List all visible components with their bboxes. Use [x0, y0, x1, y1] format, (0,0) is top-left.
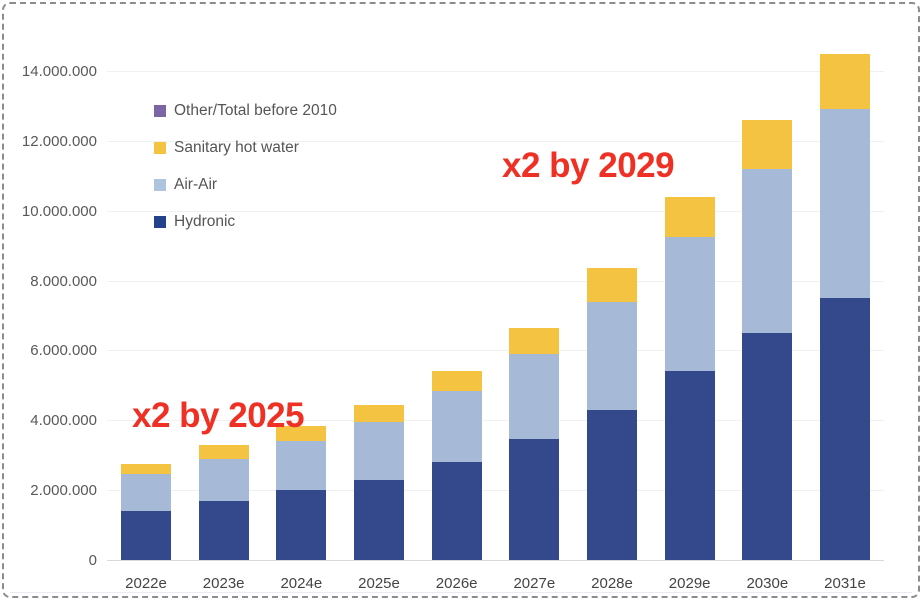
y-axis-tick-label: 4.000.000: [30, 412, 97, 430]
bar-segment-hydronic: [276, 490, 327, 560]
bar-segment-hydronic: [664, 371, 715, 560]
x-axis-label: 2023e: [202, 575, 245, 592]
y-axis-tick-label: 8.000.000: [30, 272, 97, 290]
annotation-x2-by-2029: x2 by 2029: [502, 146, 675, 185]
bar-segment-air-air: [276, 441, 327, 491]
bar-segment-sanitary-hot-water: [664, 196, 715, 237]
y-axis-tick-label: 14.000.000: [21, 63, 97, 80]
chart-legend: Other/Total before 2010 Sanitary hot wate…: [154, 92, 337, 240]
bar-segment-sanitary-hot-water: [431, 371, 482, 391]
bar-segment-sanitary-hot-water: [587, 268, 637, 302]
gridline: [107, 350, 884, 352]
legend-label: Air-Air: [174, 175, 218, 193]
x-axis-label: 2029e: [668, 575, 711, 592]
plot-area: 0 2.000.000 4.000.000 6.000.000 8.000.000 10.…: [4, 4, 922, 600]
gridline: [107, 140, 884, 142]
bar-segment-air-air: [198, 458, 249, 501]
bar-segment-sanitary-hot-water: [742, 119, 793, 169]
legend-swatch-icon: [154, 178, 166, 191]
legend-item: Sanitary hot water: [154, 129, 337, 166]
bar-segment-sanitary-hot-water: [121, 463, 171, 475]
legend-swatch-icon: [154, 104, 166, 117]
legend-label: Other/Total before 2010: [174, 101, 337, 119]
legend-label: Sanitary hot water: [174, 138, 299, 156]
x-axis-label: 2027e: [513, 575, 556, 592]
y-axis-tick-label: 12.000.000: [21, 132, 97, 150]
x-axis-label: 2028e: [591, 575, 633, 592]
bar-segment-hydronic: [354, 479, 404, 560]
bar-segment-air-air: [742, 168, 793, 333]
legend-swatch-icon: [154, 141, 166, 154]
bar-segment-sanitary-hot-water: [276, 425, 327, 442]
legend-item: Air-Air: [154, 166, 337, 203]
y-axis-tick-label: 10.000.000: [21, 202, 97, 220]
bar-segment-air-air: [587, 301, 637, 410]
y-axis-tick-label: 0: [88, 552, 97, 569]
x-axis-label: 2022e: [125, 575, 167, 592]
x-axis-label: 2030e: [746, 575, 789, 592]
legend-item: Other/Total before 2010: [154, 92, 337, 129]
gridline: [107, 490, 884, 492]
y-axis-tick-label: 2.000.000: [30, 482, 97, 500]
bar-segment-hydronic: [587, 409, 637, 560]
bar-segment-hydronic: [198, 500, 249, 560]
bar-segment-air-air: [354, 422, 404, 480]
legend-item: Hydronic: [154, 203, 337, 240]
bar-segment-hydronic: [820, 298, 870, 560]
bar-segment-sanitary-hot-water: [509, 327, 560, 354]
gridline: [107, 71, 884, 72]
legend-label: Hydronic: [174, 212, 236, 230]
bar-segment-sanitary-hot-water: [198, 444, 249, 459]
annotation-x2-by-2025: x2 by 2025: [132, 396, 305, 435]
bar-segment-air-air: [664, 236, 715, 372]
gridline: [107, 280, 884, 282]
x-axis-label: 2026e: [435, 575, 478, 592]
bar-segment-sanitary-hot-water: [820, 53, 870, 110]
bar-segment-sanitary-hot-water: [354, 404, 404, 423]
x-axis-label: 2031e: [824, 575, 866, 592]
bar-segment-air-air: [431, 390, 482, 463]
bar-segment-air-air: [820, 109, 870, 299]
gridline: [107, 210, 884, 212]
bar-segment-hydronic: [742, 332, 793, 560]
bar-segment-hydronic: [509, 439, 560, 560]
x-axis-label: 2024e: [280, 575, 323, 592]
bar-segment-hydronic: [431, 462, 482, 560]
legend-swatch-icon: [154, 215, 166, 228]
bar-segment-hydronic: [121, 511, 171, 560]
x-axis-label: 2025e: [358, 575, 400, 592]
gridline: [107, 560, 884, 561]
chart-object-bottom-edge: [10, 592, 912, 593]
bar-segment-air-air: [121, 474, 171, 512]
bar-segment-air-air: [509, 353, 560, 440]
y-axis-tick-label: 6.000.000: [30, 342, 97, 360]
gridline: [107, 420, 884, 422]
